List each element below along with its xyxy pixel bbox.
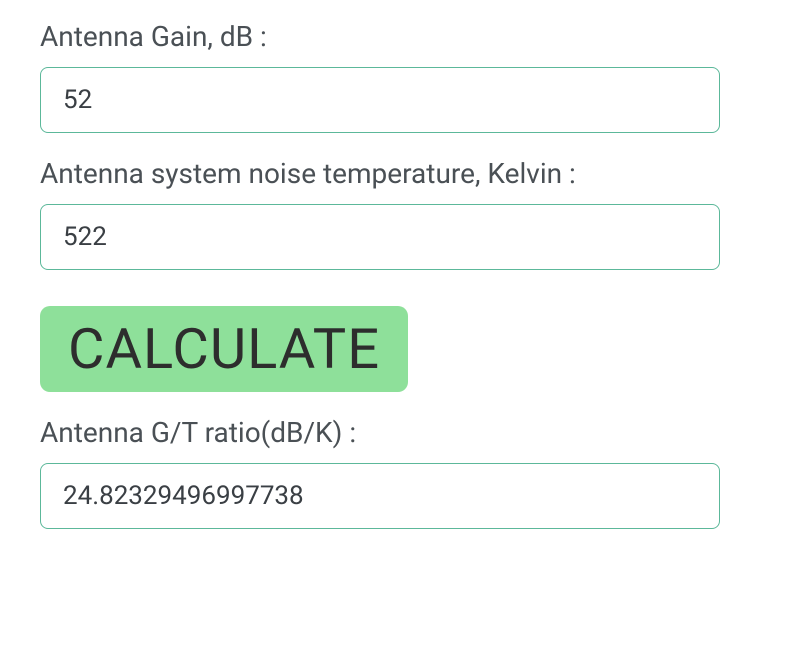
noise-temp-field-group: Antenna system noise temperature, Kelvin… [40, 157, 770, 270]
gain-label: Antenna Gain, dB : [40, 20, 770, 53]
noise-temp-input[interactable] [40, 204, 720, 270]
gt-ratio-output[interactable] [40, 463, 720, 529]
gt-ratio-label: Antenna G/T ratio(dB/K) : [40, 416, 770, 449]
noise-temp-label: Antenna system noise temperature, Kelvin… [40, 157, 770, 190]
gt-ratio-field-group: Antenna G/T ratio(dB/K) : [40, 416, 770, 529]
gain-field-group: Antenna Gain, dB : [40, 20, 770, 133]
calculate-button[interactable]: CALCULATE [40, 306, 408, 392]
gain-input[interactable] [40, 67, 720, 133]
